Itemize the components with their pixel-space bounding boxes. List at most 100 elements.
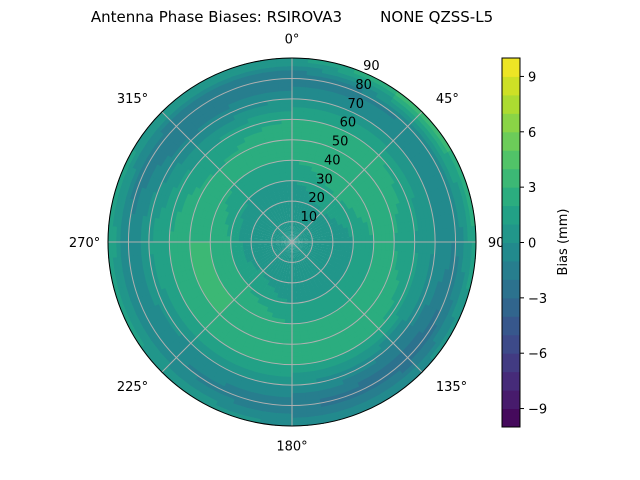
contour-cell — [368, 147, 380, 159]
contour-cell — [202, 144, 214, 156]
contour-cell — [345, 314, 356, 324]
contour-cell — [210, 166, 221, 177]
contour-cell — [351, 189, 360, 198]
contour-cell — [214, 68, 232, 79]
contour-cell — [207, 297, 217, 308]
contour-cell — [326, 334, 338, 343]
contour-cell — [185, 388, 203, 402]
contour-cell — [205, 130, 218, 142]
contour-cell — [323, 357, 336, 366]
contour-cell — [264, 229, 270, 234]
contour-cell — [318, 138, 330, 147]
contour-cell — [284, 151, 293, 157]
contour-cell — [292, 86, 307, 92]
contour-cell — [297, 205, 302, 211]
contour-cell — [300, 259, 305, 265]
contour-cell — [332, 308, 342, 317]
contour-cell — [292, 163, 300, 169]
contour-cell — [239, 227, 245, 234]
contour-cell — [296, 184, 303, 190]
contour-cell — [410, 286, 420, 300]
contour-cell — [306, 255, 312, 260]
contour-cell — [139, 310, 151, 327]
contour-cell — [321, 68, 339, 77]
contour-cell — [166, 362, 182, 378]
contour-cell — [289, 254, 291, 259]
contour-cell — [281, 228, 286, 233]
contour-cell — [113, 287, 123, 306]
contour-cell — [221, 358, 235, 369]
contour-cell — [213, 198, 222, 208]
contour-cell — [193, 232, 199, 242]
contour-cell — [394, 319, 407, 333]
contour-cell — [242, 233, 248, 239]
contour-cell — [295, 282, 300, 288]
contour-cell — [126, 197, 135, 214]
contour-cell — [364, 228, 370, 236]
contour-cell — [225, 332, 237, 342]
contour-cell — [417, 289, 427, 304]
contour-cell — [320, 131, 332, 139]
contour-cell — [281, 118, 293, 124]
contour-cell — [394, 379, 411, 394]
contour-cell — [360, 355, 375, 367]
colorbar-segment — [502, 334, 520, 354]
contour-cell — [369, 234, 375, 243]
contour-cell — [454, 303, 466, 321]
theta-tick-label: 0° — [285, 33, 300, 48]
contour-cell — [339, 294, 348, 303]
contour-cell — [420, 131, 434, 147]
contour-cell — [114, 194, 123, 212]
contour-cell — [351, 365, 366, 377]
contour-cell — [140, 344, 155, 361]
contour-cell — [234, 360, 248, 370]
contour-cell — [273, 173, 281, 179]
contour-cell — [218, 342, 231, 353]
contour-cell — [227, 328, 239, 338]
contour-cell — [303, 257, 309, 263]
contour-cell — [166, 262, 174, 275]
contour-cell — [277, 73, 293, 80]
contour-cell — [325, 111, 339, 120]
contour-cell — [204, 110, 220, 122]
contour-cell — [194, 117, 209, 130]
contour-cell — [320, 236, 326, 240]
contour-cell — [326, 298, 335, 307]
contour-cell — [365, 235, 371, 243]
contour-cell — [438, 228, 444, 243]
contour-cell — [280, 246, 286, 250]
contour-cell — [143, 308, 154, 324]
contour-cell — [308, 227, 314, 232]
contour-cell — [177, 231, 183, 242]
contour-cell — [343, 149, 354, 159]
contour-cell — [338, 277, 346, 285]
contour-cell — [345, 91, 361, 102]
contour-cell — [373, 141, 386, 153]
contour-cell — [385, 312, 397, 325]
contour-cell — [204, 341, 217, 353]
contour-cell — [292, 184, 298, 190]
contour-cell — [287, 188, 293, 194]
contour-cell — [408, 299, 419, 313]
contour-cell — [164, 230, 170, 242]
contour-cell — [187, 159, 199, 172]
contour-cell — [400, 222, 407, 233]
contour-cell — [418, 276, 427, 291]
contour-cell — [175, 336, 188, 350]
contour-cell — [199, 199, 207, 210]
contour-cell — [297, 302, 304, 308]
contour-cell — [302, 280, 308, 286]
contour-cell — [292, 106, 305, 112]
contour-cell — [239, 380, 254, 389]
contour-cell — [292, 61, 309, 67]
contour-cell — [327, 103, 342, 112]
contour-cell — [338, 206, 346, 214]
contour-cell — [374, 121, 388, 133]
contour-cell — [348, 335, 361, 346]
contour-cell — [307, 244, 313, 248]
contour-cell — [156, 229, 162, 242]
contour-cell — [292, 245, 295, 251]
contour-cell — [432, 295, 443, 311]
contour-cell — [238, 237, 244, 242]
contour-cell — [412, 170, 423, 184]
